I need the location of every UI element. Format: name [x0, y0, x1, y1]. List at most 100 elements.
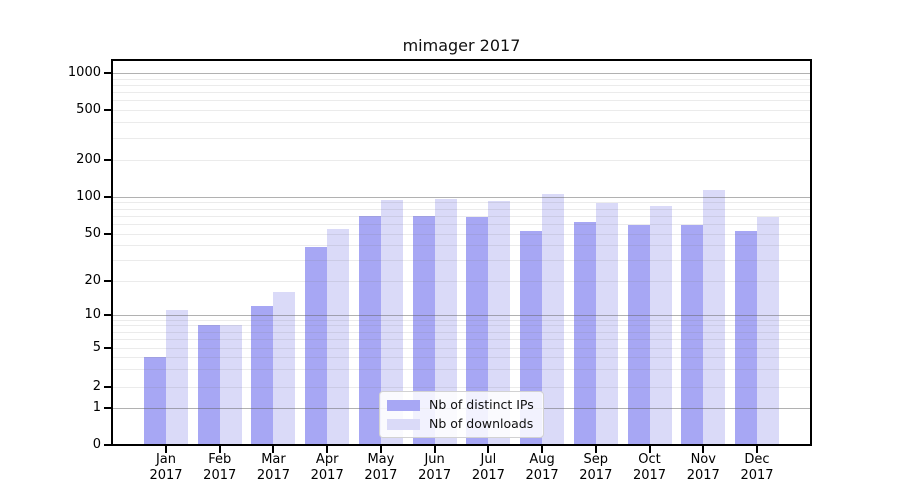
x-tick-label-may: May 2017 — [351, 452, 411, 484]
x-tick-month: Apr — [315, 452, 339, 467]
minor-gridline — [113, 159, 810, 161]
x-tick-month: Aug — [529, 452, 555, 467]
bar-distinct-ips-dec — [735, 230, 757, 444]
x-tick-year: 2017 — [256, 468, 290, 483]
bar-downloads-aug — [542, 193, 565, 444]
bar-distinct-ips-feb — [197, 325, 220, 444]
y-tick-mark — [104, 233, 112, 235]
x-tick-year: 2017 — [632, 468, 667, 483]
minor-gridline — [113, 137, 810, 139]
bar-distinct-ips-aug — [520, 230, 543, 444]
x-tick-label-nov: Nov 2017 — [673, 452, 733, 484]
x-tick-month: May — [367, 452, 395, 467]
x-tick-month: Feb — [208, 452, 232, 467]
x-tick-mark — [379, 446, 382, 453]
minor-gridline — [113, 386, 810, 388]
legend-entry-downloads: Nb of downloads — [387, 417, 534, 431]
y-tick-label: 100 — [76, 188, 101, 204]
x-tick-month: Nov — [690, 452, 716, 467]
minor-gridline — [113, 224, 810, 226]
x-tick-mark — [594, 446, 597, 453]
y-tick-mark — [104, 280, 112, 282]
y-tick-label: 0 — [92, 436, 101, 452]
x-tick-year: 2017 — [740, 468, 774, 483]
legend-swatch-distinct-ips — [387, 399, 420, 411]
y-tick-mark — [104, 158, 112, 161]
bar-downloads-feb — [219, 325, 242, 444]
x-tick-mark — [756, 446, 758, 453]
x-tick-mark — [272, 446, 275, 453]
bar-distinct-ips-may — [358, 215, 381, 444]
x-tick-mark — [326, 446, 329, 453]
legend-swatch-downloads — [387, 418, 420, 430]
minor-gridline — [113, 325, 810, 327]
y-tick-label: 5 — [92, 340, 101, 355]
minor-gridline — [113, 78, 810, 80]
bar-downloads-jul — [488, 201, 511, 444]
bar-distinct-ips-jan — [144, 357, 166, 444]
x-tick-year: 2017 — [471, 468, 505, 483]
minor-gridline — [113, 84, 810, 86]
x-tick-mark — [648, 446, 651, 453]
x-tick-label-jan: Jan 2017 — [136, 452, 196, 484]
minor-gridline — [113, 260, 810, 262]
minor-gridline — [113, 319, 810, 321]
x-tick-month: Mar — [261, 452, 286, 467]
minor-gridline — [113, 369, 810, 371]
x-tick-mark — [702, 446, 705, 453]
x-tick-year: 2017 — [579, 468, 613, 483]
bar-downloads-mar — [273, 291, 296, 444]
minor-gridline — [113, 202, 810, 204]
x-tick-label-dec: Dec 2017 — [727, 452, 787, 484]
bar-distinct-ips-mar — [251, 305, 274, 444]
y-tick-mark — [104, 72, 112, 74]
minor-gridline — [113, 215, 810, 217]
x-tick-mark — [165, 446, 167, 453]
x-tick-year: 2017 — [686, 468, 720, 483]
minor-gridline — [113, 331, 810, 333]
x-tick-mark — [218, 446, 221, 453]
x-tick-year: 2017 — [525, 468, 559, 483]
bar-distinct-ips-nov — [681, 225, 704, 444]
y-tick-label: 2 — [92, 378, 101, 394]
x-tick-month: Sep — [583, 452, 609, 467]
x-tick-label-sep: Sep 2017 — [566, 452, 626, 484]
bar-downloads-sep — [595, 202, 618, 444]
legend: Nb of distinct IPs Nb of downloads — [379, 391, 544, 438]
legend-label-downloads: Nb of downloads — [429, 416, 534, 431]
x-tick-year: 2017 — [149, 468, 183, 483]
x-tick-year: 2017 — [310, 468, 344, 483]
minor-gridline — [113, 357, 810, 359]
bar-downloads-oct — [649, 205, 672, 444]
y-tick-mark — [104, 313, 112, 316]
plot-area — [111, 59, 812, 446]
x-tick-month: Jan — [155, 452, 177, 467]
y-tick-label: 500 — [76, 102, 101, 117]
y-tick-mark — [104, 109, 112, 111]
x-tick-label-jun: Jun 2017 — [405, 452, 465, 484]
bar-distinct-ips-sep — [573, 222, 596, 444]
y-tick-mark — [104, 406, 112, 409]
x-tick-label-aug: Aug 2017 — [512, 452, 572, 484]
minor-gridline — [113, 234, 810, 235]
minor-gridline — [113, 281, 810, 282]
x-tick-year: 2017 — [203, 468, 237, 483]
x-tick-mark — [487, 446, 490, 453]
minor-gridline — [113, 110, 810, 111]
bar-downloads-may — [380, 200, 403, 444]
legend-entry-distinct-ips: Nb of distinct IPs — [387, 398, 534, 412]
bar-distinct-ips-apr — [305, 246, 328, 444]
minor-gridline — [113, 92, 810, 94]
bar-distinct-ips-jul — [466, 217, 489, 444]
y-tick-label: 20 — [84, 273, 101, 288]
chart-title: mimager 2017 — [402, 36, 521, 55]
minor-gridline — [113, 339, 810, 341]
minor-gridline — [113, 245, 810, 247]
bar-downloads-dec — [757, 217, 779, 444]
major-gridline — [113, 314, 810, 316]
minor-gridline — [113, 100, 810, 102]
x-tick-month: Dec — [744, 452, 770, 467]
x-tick-label-feb: Feb 2017 — [190, 452, 250, 484]
y-tick-mark — [104, 195, 112, 198]
x-tick-month: Jun — [424, 452, 445, 467]
